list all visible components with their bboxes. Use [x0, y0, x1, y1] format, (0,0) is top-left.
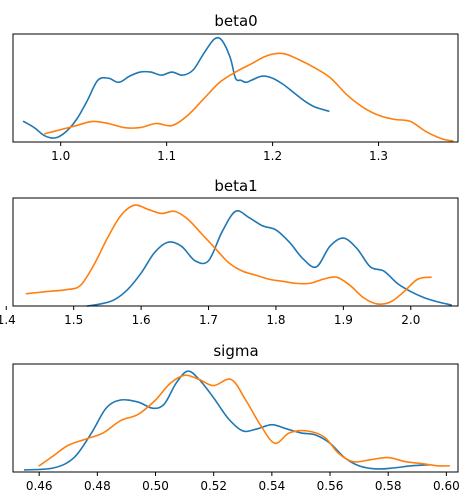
series-line-1: [86, 210, 453, 307]
x-tick-label: 1.8: [266, 313, 285, 327]
x-tick-label: 1.3: [369, 149, 388, 163]
x-tick-label: 1.6: [132, 313, 151, 327]
series-line-1: [22, 36, 330, 139]
subplot-title: beta1: [214, 177, 257, 195]
plot-frame: [12, 33, 459, 143]
x-tick-label: 2.0: [401, 313, 420, 327]
x-tick-label: 1.1: [157, 149, 176, 163]
series-line-1: [23, 370, 430, 471]
x-tick-label: 0.50: [142, 479, 169, 493]
x-tick-label: 1.9: [334, 313, 353, 327]
x-tick-label: 1.4: [0, 313, 16, 327]
x-tick-label: 1.0: [51, 149, 70, 163]
x-tick-label: 1.2: [263, 149, 282, 163]
x-tick-label: 1.5: [64, 313, 83, 327]
x-tick-label: 0.58: [375, 479, 402, 493]
x-axis-ticks: 1.4 1.5 1.6 1.7 1.8 1.9 2.0: [0, 306, 420, 327]
subplot-sigma: sigma 0.46 0.48 0.50 0.52 0.54 0.56 0.58 0.60: [12, 342, 460, 493]
series-line-2: [25, 204, 432, 305]
subplot-title: beta0: [214, 12, 257, 30]
plot-frame: [12, 197, 459, 307]
plot-frame: [12, 363, 459, 473]
series-lines: [25, 204, 453, 307]
x-axis-ticks: 1.0 1.1 1.2 1.3: [51, 142, 388, 163]
subplot-title: sigma: [213, 342, 258, 360]
x-tick-label: 0.48: [84, 479, 111, 493]
subplot-beta1: beta1 1.4 1.5 1.6 1.7 1.8 1.9 2.0: [0, 177, 459, 327]
x-tick-label: 0.56: [317, 479, 344, 493]
x-tick-label: 0.54: [259, 479, 286, 493]
series-lines: [23, 370, 451, 471]
x-tick-label: 1.7: [199, 313, 218, 327]
series-line-2: [43, 52, 454, 142]
series-line-2: [38, 374, 451, 467]
subplot-beta0: beta0 1.0 1.1 1.2 1.3: [12, 12, 459, 163]
series-lines: [22, 36, 454, 142]
x-tick-label: 0.52: [200, 479, 227, 493]
x-axis-ticks: 0.46 0.48 0.50 0.52 0.54 0.56 0.58 0.60: [26, 472, 460, 493]
x-tick-label: 0.46: [26, 479, 53, 493]
x-tick-label: 0.60: [433, 479, 460, 493]
